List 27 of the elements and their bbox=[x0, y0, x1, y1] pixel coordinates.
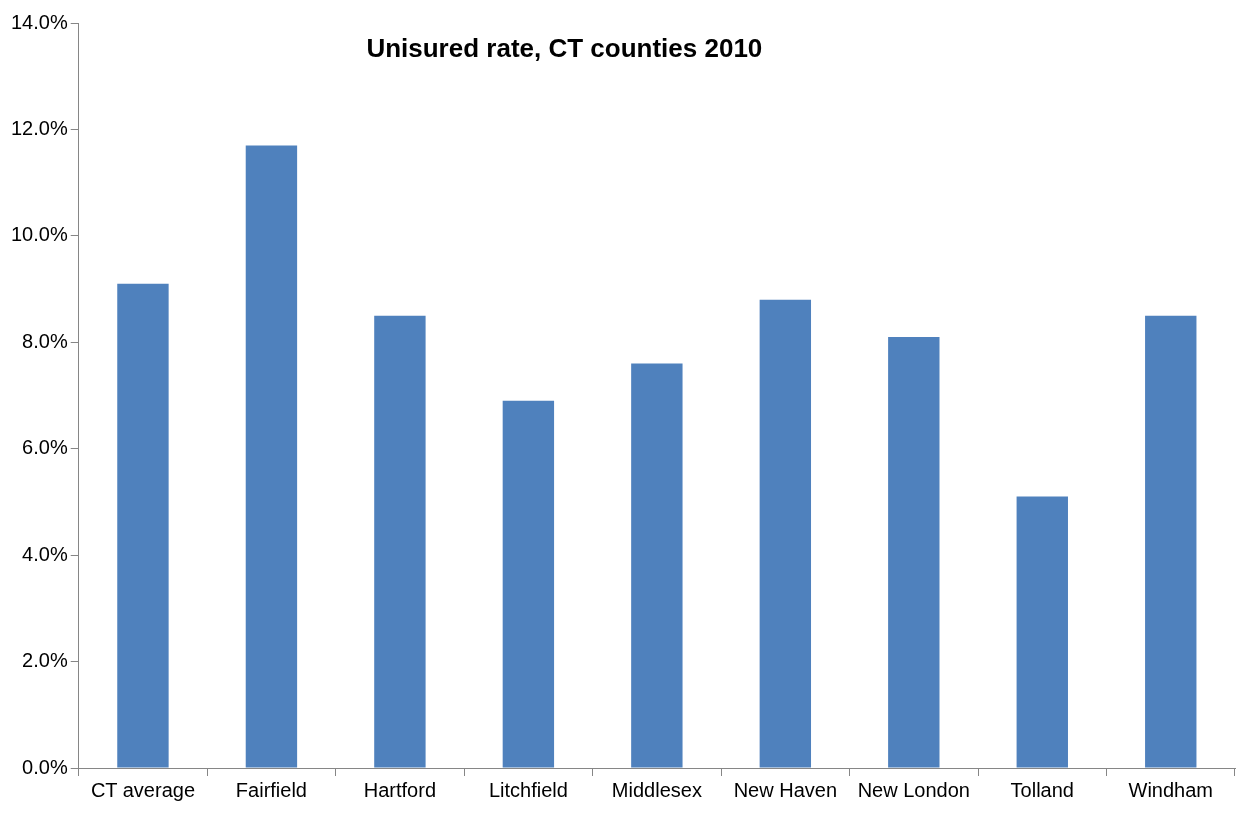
y-tick-label: 8.0% bbox=[22, 329, 68, 352]
bar bbox=[374, 315, 426, 768]
y-tick-label: 2.0% bbox=[22, 649, 68, 672]
x-tick-label: CT average bbox=[90, 778, 196, 801]
chart-title: Unisured rate, CT counties 2010 bbox=[366, 33, 763, 64]
bar bbox=[245, 145, 298, 768]
x-tick-label: Litchfield bbox=[488, 778, 568, 801]
y-tick-label: 10.0% bbox=[10, 223, 68, 246]
x-tick-label: New London bbox=[857, 778, 970, 801]
y-tick-label: 6.0% bbox=[22, 436, 68, 459]
x-tick-label: Tolland bbox=[1010, 778, 1074, 801]
bar bbox=[759, 299, 812, 768]
x-tick-label: Hartford bbox=[363, 778, 437, 801]
bar bbox=[117, 283, 169, 768]
bar bbox=[631, 363, 683, 768]
bar bbox=[1145, 315, 1197, 768]
y-tick-label: 12.0% bbox=[10, 116, 68, 139]
bar bbox=[502, 400, 555, 768]
x-tick-label: Fairfield bbox=[235, 778, 307, 801]
y-tick-label: 14.0% bbox=[10, 10, 68, 33]
bar bbox=[888, 336, 940, 768]
x-tick-label: Middlesex bbox=[611, 778, 702, 801]
y-tick-label: 4.0% bbox=[22, 542, 68, 565]
bar bbox=[1016, 496, 1068, 768]
y-tick-label: 0.0% bbox=[22, 755, 68, 778]
x-tick-label: Windham bbox=[1128, 778, 1213, 801]
x-tick-label: New Haven bbox=[733, 778, 838, 801]
